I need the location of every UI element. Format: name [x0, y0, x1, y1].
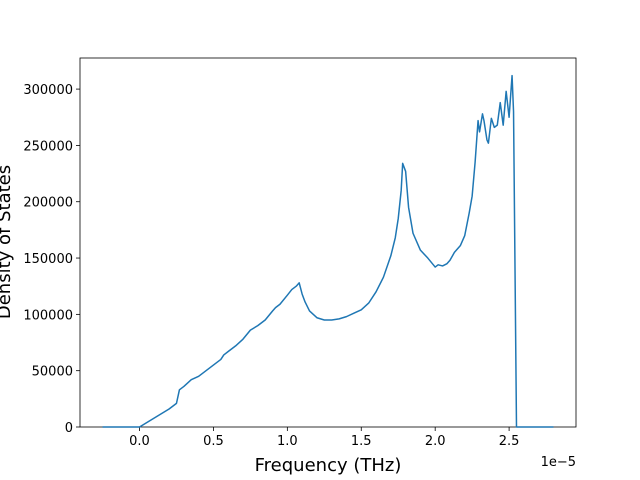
- y-tick-label: 100000: [23, 308, 73, 323]
- x-axis-label: Frequency (THz): [255, 455, 402, 476]
- y-tick-label: 200000: [23, 196, 73, 211]
- x-tick-label: 0.0: [129, 434, 150, 449]
- x-tick-label: 1.0: [277, 434, 298, 449]
- y-tick-label: 50000: [32, 365, 73, 380]
- y-axis-label: Density of States: [0, 165, 15, 319]
- y-tick-label: 0: [65, 421, 73, 436]
- axes-frame: [79, 57, 577, 428]
- x-tick-label: 1.5: [351, 434, 372, 449]
- offset-text: 1e−5: [541, 455, 576, 470]
- y-tick-label: 250000: [23, 139, 73, 154]
- x-tick-label: 2.5: [499, 434, 520, 449]
- x-tick-label: 0.5: [203, 434, 224, 449]
- line: [102, 74, 554, 428]
- y-tick-label: 300000: [23, 83, 73, 98]
- x-tick-label: 2.0: [425, 434, 446, 449]
- y-tick-label: 150000: [23, 252, 73, 267]
